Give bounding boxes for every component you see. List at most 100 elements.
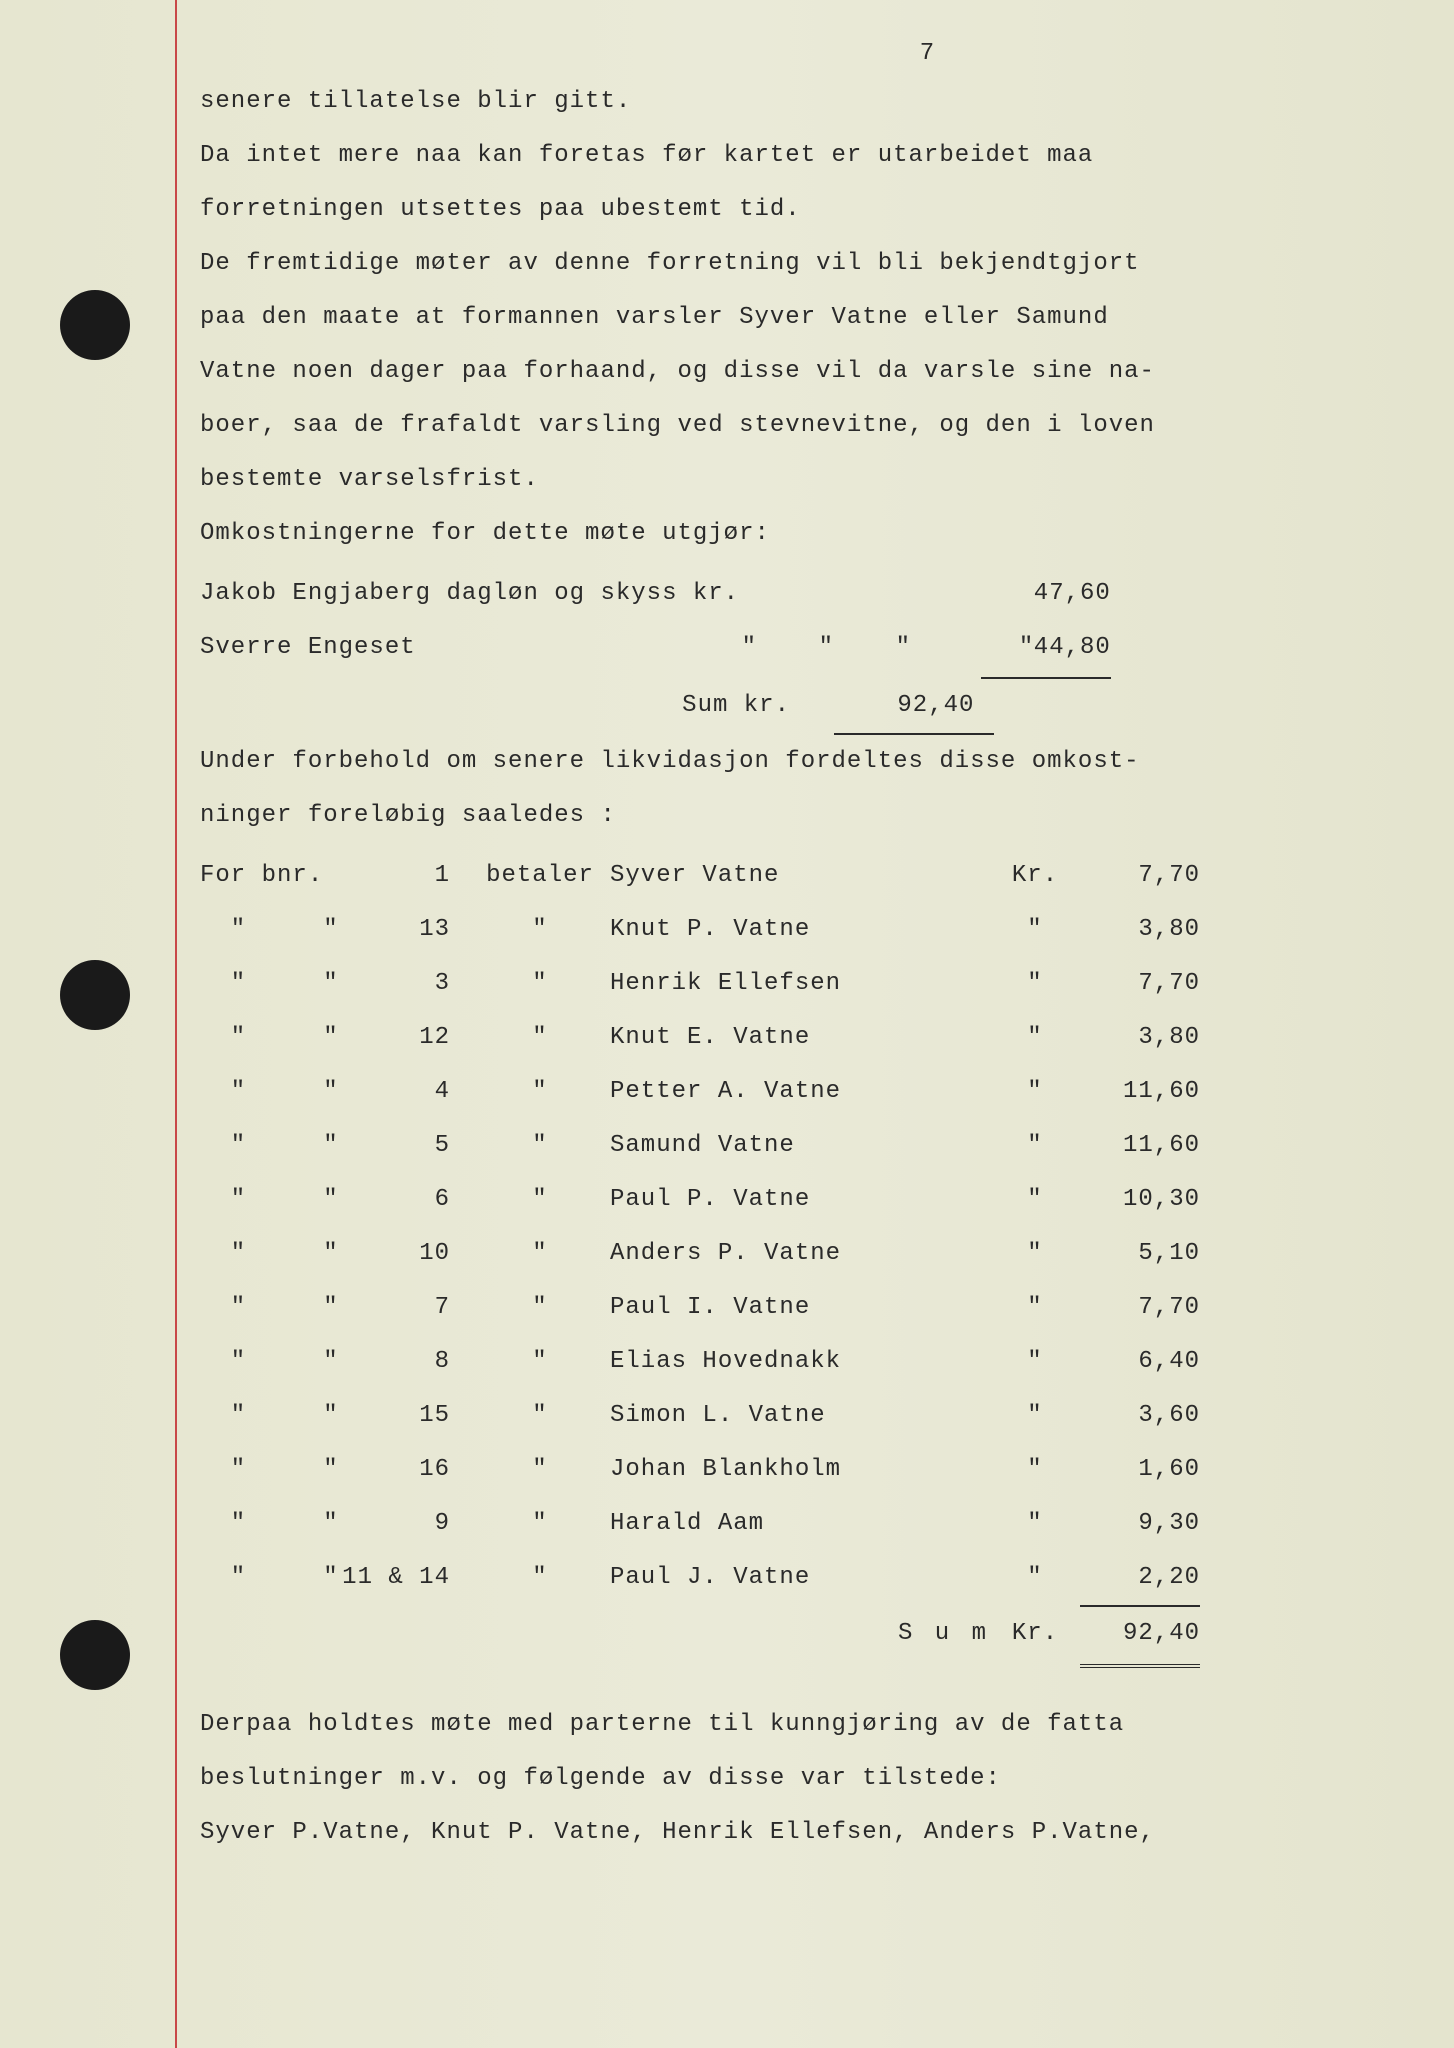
dist-ditto: " [990, 1227, 1080, 1281]
dist-name: Johan Blankholm [610, 1443, 990, 1497]
dist-amount: 11,60 [1080, 1119, 1200, 1173]
dist-ditto: " " [200, 1281, 320, 1335]
dist-bnr: 7 [320, 1281, 470, 1335]
cost-label: Jakob Engjaberg dagløn og skyss kr. [200, 567, 680, 621]
dist-amount: 3,80 [1080, 1011, 1200, 1065]
dist-ditto: " [470, 1335, 610, 1389]
cost-sum-amount: 92,40 [834, 679, 994, 735]
dist-ditto: " " [200, 1011, 320, 1065]
body-line: senere tillatelse blir gitt. [200, 75, 1334, 129]
margin-line [175, 0, 177, 2048]
dist-bnr: 15 [320, 1389, 470, 1443]
dist-ditto: " [470, 1497, 610, 1551]
dist-ditto: " " [200, 1443, 320, 1497]
body-paragraph: senere tillatelse blir gitt. Da intet me… [200, 75, 1334, 561]
dist-amount: 2,20 [1080, 1551, 1200, 1607]
distribution-row: " "8"Elias Hovednakk"6,40 [200, 1335, 1334, 1389]
dist-bnr: 16 [320, 1443, 470, 1497]
body-line: ninger foreløbig saaledes : [200, 789, 1334, 843]
dist-amount: 3,60 [1080, 1389, 1200, 1443]
dist-ditto: " " [200, 957, 320, 1011]
body-line: Da intet mere naa kan foretas før kartet… [200, 129, 1334, 183]
dist-name: Knut P. Vatne [610, 903, 990, 957]
dist-name: Paul J. Vatne [610, 1551, 990, 1607]
dist-name: Simon L. Vatne [610, 1389, 990, 1443]
body-line: bestemte varselsfrist. [200, 453, 1334, 507]
dist-ditto: " " [200, 1065, 320, 1119]
page-content: 7 senere tillatelse blir gitt. Da intet … [200, 40, 1334, 1860]
dist-ditto: " [990, 903, 1080, 957]
distribution-row: " "7"Paul I. Vatne"7,70 [200, 1281, 1334, 1335]
dist-amount: 5,10 [1080, 1227, 1200, 1281]
dist-pays: betaler [470, 849, 610, 903]
dist-ditto: " [470, 1119, 610, 1173]
dist-name: Knut E. Vatne [610, 1011, 990, 1065]
dist-amount: 7,70 [1080, 1281, 1200, 1335]
body-line: Syver P.Vatne, Knut P. Vatne, Henrik Ell… [200, 1806, 1334, 1860]
dist-ditto: " [990, 957, 1080, 1011]
dist-ditto: " " [200, 1551, 320, 1607]
dist-name: Syver Vatne [610, 849, 990, 903]
body-line: Under forbehold om senere likvidasjon fo… [200, 735, 1334, 789]
costs-block: Jakob Engjaberg dagløn og skyss kr. 47,6… [200, 567, 1334, 735]
dist-ditto: " [470, 1065, 610, 1119]
distribution-row: " "16"Johan Blankholm"1,60 [200, 1443, 1334, 1497]
dist-name: Anders P. Vatne [610, 1227, 990, 1281]
dist-bnr: 5 [320, 1119, 470, 1173]
distribution-row: " "10"Anders P. Vatne"5,10 [200, 1227, 1334, 1281]
total-currency: Kr. [990, 1607, 1080, 1668]
dist-ditto: " [990, 1011, 1080, 1065]
dist-ditto: " [990, 1443, 1080, 1497]
dist-bnr: 9 [320, 1497, 470, 1551]
dist-bnr: 13 [320, 903, 470, 957]
dist-ditto: " [470, 1389, 610, 1443]
dist-ditto: " [470, 903, 610, 957]
distribution-row: " "6"Paul P. Vatne"10,30 [200, 1173, 1334, 1227]
distribution-row: " "15"Simon L. Vatne"3,60 [200, 1389, 1334, 1443]
dist-bnr: 12 [320, 1011, 470, 1065]
cost-amount: 47,60 [981, 567, 1111, 621]
dist-name: Henrik Ellefsen [610, 957, 990, 1011]
dist-amount: 10,30 [1080, 1173, 1200, 1227]
distribution-row: " "11 & 14"Paul J. Vatne"2,20 [200, 1551, 1334, 1607]
punch-hole [60, 290, 130, 360]
dist-amount: 7,70 [1080, 849, 1200, 903]
distribution-row: " "5"Samund Vatne"11,60 [200, 1119, 1334, 1173]
dist-name: Petter A. Vatne [610, 1065, 990, 1119]
cost-row: Jakob Engjaberg dagløn og skyss kr. 47,6… [200, 567, 1334, 621]
dist-bnr: 3 [320, 957, 470, 1011]
cost-label: Sverre Engeset [200, 621, 680, 675]
dist-ditto: " [470, 1443, 610, 1497]
cost-sum-label: Sum kr. [200, 679, 820, 733]
dist-amount: 1,60 [1080, 1443, 1200, 1497]
distribution-table: For bnr. 1 betaler Syver Vatne Kr. 7,70 … [200, 849, 1334, 1668]
dist-ditto: " " [200, 1389, 320, 1443]
dist-amount: 3,80 [1080, 903, 1200, 957]
punch-hole [60, 1620, 130, 1690]
dist-ditto: " [470, 1551, 610, 1607]
dist-amount: 7,70 [1080, 957, 1200, 1011]
body-line: paa den maate at formannen varsler Syver… [200, 291, 1334, 345]
dist-ditto: " [990, 1497, 1080, 1551]
dist-ditto: " " [200, 1227, 320, 1281]
dist-name: Harald Aam [610, 1497, 990, 1551]
dist-ditto: " [990, 1335, 1080, 1389]
body-line: beslutninger m.v. og følgende av disse v… [200, 1752, 1334, 1806]
dist-amount: 9,30 [1080, 1497, 1200, 1551]
punch-hole [60, 960, 130, 1030]
dist-bnr: 6 [320, 1173, 470, 1227]
dist-ditto: " [990, 1281, 1080, 1335]
dist-bnr: 10 [320, 1227, 470, 1281]
body-line: Omkostningerne for dette møte utgjør: [200, 507, 1334, 561]
dist-bnr: 11 & 14 [320, 1551, 470, 1607]
cost-row: Sverre Engeset " " " " 44,80 [200, 621, 1334, 679]
cost-amount: 44,80 [981, 621, 1111, 679]
dist-bnr: 4 [320, 1065, 470, 1119]
total-label: S u m [200, 1607, 990, 1668]
body-line: forretningen utsettes paa ubestemt tid. [200, 183, 1334, 237]
dist-ditto: " [470, 1281, 610, 1335]
cost-fill: " " " " [695, 621, 965, 675]
dist-ditto: " " [200, 1497, 320, 1551]
dist-name: Samund Vatne [610, 1119, 990, 1173]
distribution-row: " "4"Petter A. Vatne"11,60 [200, 1065, 1334, 1119]
